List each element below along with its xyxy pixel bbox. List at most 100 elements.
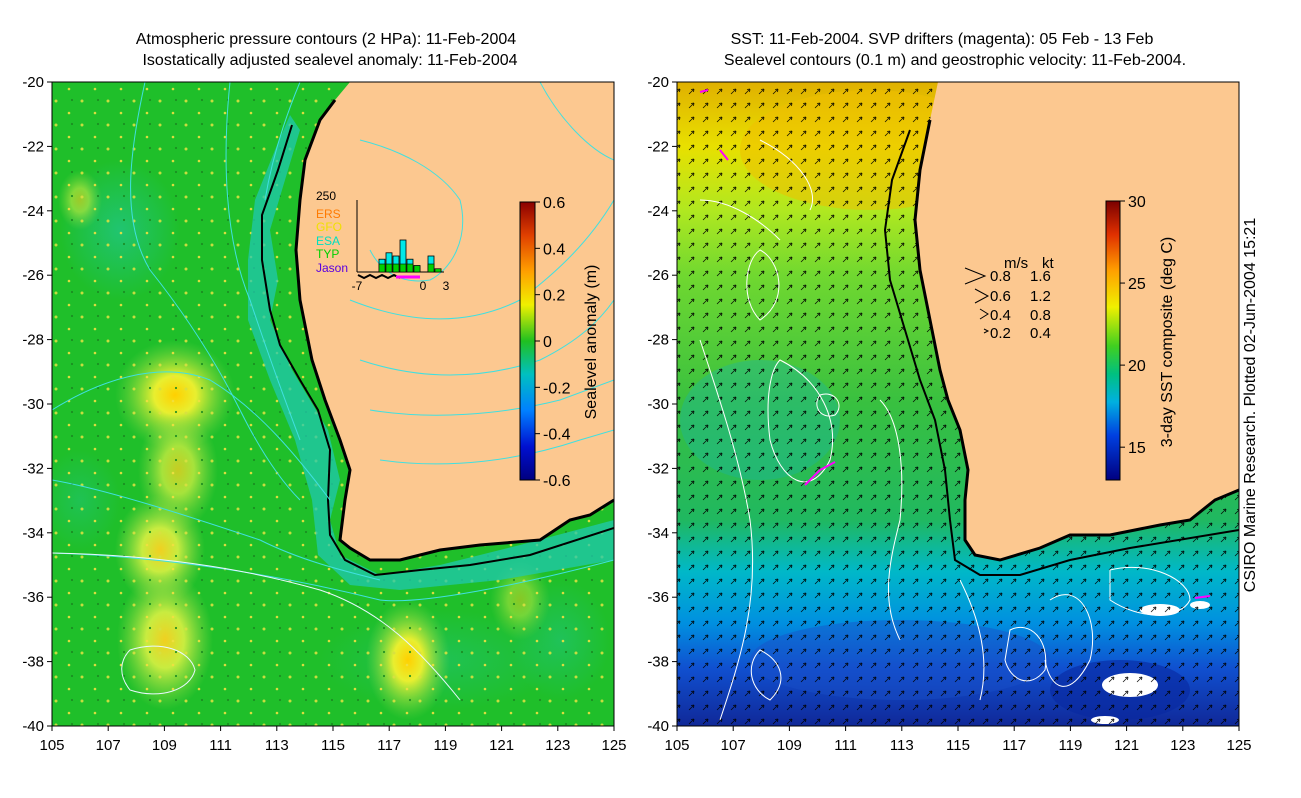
inset-xtick-2: 3 (443, 279, 450, 293)
colorbar-tick-label: 20 (1128, 358, 1146, 375)
inset-legend-ers: ERS (316, 207, 341, 221)
lat-tick-label: -22 (647, 138, 669, 155)
right-title-line1: SST: 11-Feb-2004. SVP drifters (magenta)… (731, 31, 1154, 48)
lat-tick-label: -34 (22, 525, 44, 542)
colorbar-tick-label: 30 (1128, 194, 1146, 211)
lat-tick-label: -26 (647, 267, 669, 284)
lat-tick-label: -30 (22, 396, 44, 413)
lat-tick-label: -34 (647, 525, 669, 542)
lat-tick-label: -26 (22, 267, 44, 284)
right-isobath (883, 129, 1239, 576)
lon-tick-label: 119 (1058, 737, 1082, 754)
inset-bar-typ (406, 263, 414, 273)
inset-bar-typ (434, 268, 442, 273)
lon-tick-label: 123 (545, 737, 570, 754)
colorbar-tick-label: 0.6 (543, 195, 565, 212)
left-lat-ticks: -20 -22 -24 -26 -28 -30 -32 -34 -36 -38 -40 (22, 74, 52, 735)
right-coastline (913, 119, 1239, 562)
lon-tick-label: 123 (1170, 737, 1195, 754)
inset-xtick-1: 0 (420, 279, 427, 293)
colorbar-tick-label: -0.6 (543, 473, 571, 490)
left-colorbar-label: Sealevel anomaly (m) (583, 265, 600, 420)
vel-row1-ms: 0.6 (990, 288, 1011, 305)
right-lon-ticks: 105 107 109 111 113 115 117 119 121 123 125 (664, 726, 1252, 754)
right-colorbar-label: 3-day SST composite (deg C) (1159, 237, 1176, 447)
inset-bar-typ (385, 263, 393, 273)
inset-legend-typ: TYP (316, 247, 339, 261)
lon-tick-label: 109 (777, 737, 802, 754)
colorbar-tick-label: -0.4 (543, 427, 571, 444)
vel-row3-kt: 0.4 (1030, 325, 1051, 342)
lat-tick-label: -40 (22, 718, 44, 735)
white-contours (52, 552, 461, 701)
vel-header-ms: m/s (1004, 255, 1028, 272)
pressure-contours (52, 82, 614, 602)
lon-tick-label: 111 (209, 737, 232, 754)
lat-tick-label: -22 (22, 138, 44, 155)
lon-tick-label: 107 (96, 737, 121, 754)
colorbar-tick-label: 25 (1128, 276, 1146, 293)
vel-header-kt: kt (1042, 255, 1055, 272)
vel-row2-ms: 0.4 (990, 307, 1011, 324)
left-isobath (261, 124, 614, 577)
right-colorbar-ticks: 30 25 20 15 (1120, 194, 1146, 457)
velocity-legend: m/s kt 0.8 1.6 0.6 1.2 0.4 0.8 0.2 0.4 (964, 255, 1055, 342)
lat-tick-label: -36 (22, 589, 44, 606)
lat-tick-label: -32 (22, 460, 44, 477)
lon-tick-label: 121 (1114, 737, 1139, 754)
lon-tick-label: 121 (489, 737, 514, 754)
lon-tick-label: 105 (664, 737, 689, 754)
lat-tick-label: -36 (647, 589, 669, 606)
vel-row2-kt: 0.8 (1030, 307, 1051, 324)
colorbar-tick-label: -0.2 (543, 380, 571, 397)
left-coastline (294, 99, 614, 562)
lat-tick-label: -20 (647, 74, 669, 91)
inset-histogram: 250 ERS GFO ESA TYP Jason -7 0 3 (316, 189, 450, 293)
left-lon-ticks: 105 107 109 111 113 115 117 119 121 123 125 (39, 726, 627, 754)
vel-row0-ms: 0.8 (990, 268, 1011, 285)
inset-legend-jason: Jason (316, 261, 348, 275)
lon-tick-label: 105 (39, 737, 64, 754)
colorbar-tick-label: 15 (1128, 440, 1146, 457)
inset-bar-typ (399, 263, 407, 273)
lat-tick-label: -30 (647, 396, 669, 413)
inset-legend-gfo: GFO (316, 220, 342, 234)
colorbar-tick-label: 0.2 (543, 288, 565, 305)
colorbar-tick-label: 0.4 (543, 241, 565, 258)
right-land-australia (915, 82, 1239, 560)
lat-tick-label: -40 (647, 718, 669, 735)
right-title-line2: Sealevel contours (0.1 m) and geostrophi… (724, 52, 1186, 69)
lon-tick-label: 113 (265, 737, 289, 754)
lat-tick-label: -24 (647, 203, 669, 220)
vel-row1-kt: 1.2 (1030, 288, 1051, 305)
lon-tick-label: 125 (601, 737, 626, 754)
lat-tick-label: -38 (647, 654, 669, 671)
left-map-area: 250 ERS GFO ESA TYP Jason -7 0 3 (52, 82, 614, 726)
vel-row0-kt: 1.6 (1030, 268, 1051, 285)
lat-tick-label: -28 (647, 332, 669, 349)
left-title-line2: Isostatically adjusted sealevel anomaly:… (142, 52, 517, 69)
lon-tick-label: 113 (890, 737, 914, 754)
lon-tick-label: 111 (834, 737, 857, 754)
inset-legend-esa: ESA (316, 234, 340, 248)
svp-drifter-tracks (699, 89, 1211, 599)
left-title-line1: Atmospheric pressure contours (2 HPa): 1… (136, 31, 516, 48)
right-map-area: m/s kt 0.8 1.6 0.6 1.2 0.4 0.8 0.2 0.4 (677, 82, 1239, 726)
lon-tick-label: 107 (721, 737, 746, 754)
inset-bar-typ (378, 263, 386, 273)
lat-tick-label: -24 (22, 203, 44, 220)
inset-ymax-label: 250 (316, 189, 336, 203)
lon-tick-label: 115 (321, 737, 345, 754)
lon-tick-label: 119 (433, 737, 457, 754)
lat-tick-label: -38 (22, 654, 44, 671)
lat-tick-label: -32 (647, 460, 669, 477)
inset-bar-typ (392, 263, 400, 273)
lon-tick-label: 117 (377, 737, 401, 754)
inset-bar-typ (413, 265, 421, 273)
inset-bar-typ (427, 263, 435, 273)
credit-text: CSIRO Marine Research. Plotted 02-Jun-20… (1242, 218, 1259, 593)
colorbar-tick-label: 0 (543, 334, 552, 351)
lon-tick-label: 125 (1226, 737, 1251, 754)
right-lat-ticks: -20 -22 -24 -26 -28 -30 -32 -34 -36 -38 -40 (647, 74, 677, 735)
